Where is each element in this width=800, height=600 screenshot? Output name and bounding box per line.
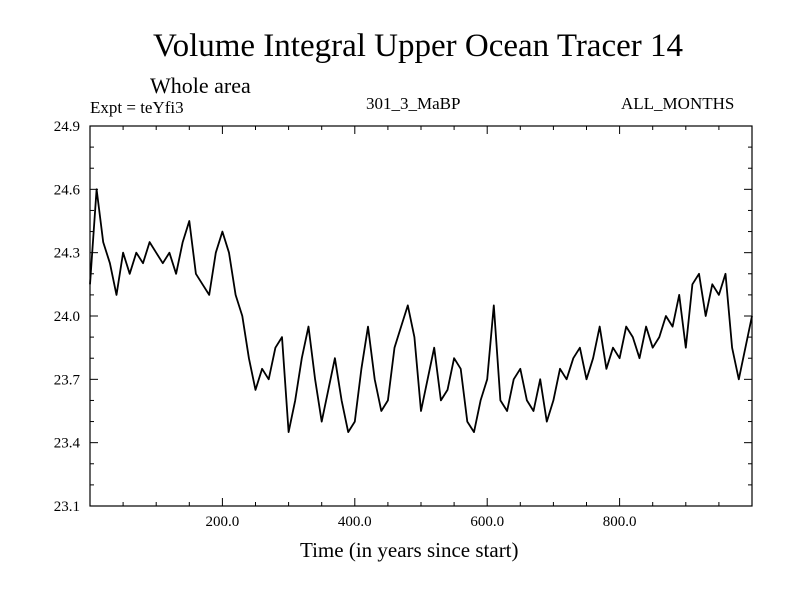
plot-frame: [89, 125, 753, 507]
months-label: ALL_MONTHS: [621, 94, 735, 113]
y-tick-label: 24.0: [54, 309, 80, 325]
series-layer: [89, 188, 753, 434]
experiment-label: Expt = teYfi3: [90, 98, 184, 117]
y-tick-label: 24.3: [54, 246, 80, 262]
chart-subtitle: Whole area: [150, 73, 251, 98]
y-axis-ticks: 23.1 23.4 23.7 24.0 24.3 24.6 24.9: [54, 119, 752, 515]
series-line: [89, 188, 753, 434]
x-tick-label: 800.0: [603, 514, 637, 530]
y-tick-label: 24.9: [54, 119, 80, 135]
x-tick-label: 200.0: [206, 514, 240, 530]
period-label: 301_3_MaBP: [366, 94, 461, 113]
y-tick-label: 23.1: [54, 499, 80, 515]
x-axis-ticks: 200.0 400.0 600.0 800.0: [122, 126, 720, 530]
y-tick-label: 23.7: [54, 372, 81, 388]
chart-title: Volume Integral Upper Ocean Tracer 14: [153, 28, 683, 64]
x-axis-label: Time (in years since start): [300, 538, 519, 562]
y-tick-label: 23.4: [54, 436, 81, 452]
x-tick-label: 600.0: [470, 514, 504, 530]
y-tick-label: 24.6: [54, 182, 81, 198]
x-tick-label: 400.0: [338, 514, 372, 530]
